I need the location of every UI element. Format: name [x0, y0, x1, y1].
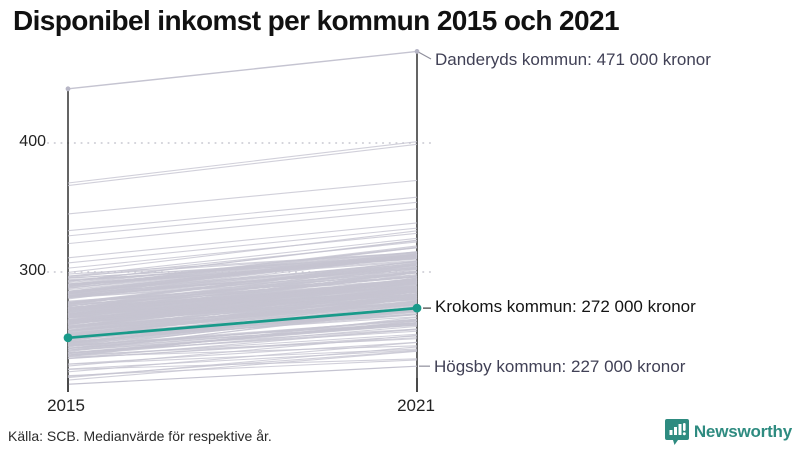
x-axis-tick-label-2021: 2021: [397, 396, 435, 415]
newsworthy-wordmark: Newsworthy: [693, 422, 792, 441]
x-axis-tick-label-2015: 2015: [47, 396, 85, 415]
newsworthy-logo: Newsworthy: [664, 418, 792, 446]
page-title: Disponibel inkomst per kommun 2015 och 2…: [13, 5, 620, 36]
annotation-hogsby: Högsby kommun: 227 000 kronor: [434, 357, 686, 376]
bar-chart-speech-bubble-icon: [664, 418, 689, 446]
y-axis-tick-label-300: 300: [19, 262, 46, 279]
y-axis-tick-label-400: 400: [19, 133, 46, 150]
source-note: Källa: SCB. Medianvärde för respektive å…: [8, 428, 272, 444]
annotation-krokom: Krokoms kommun: 272 000 kronor: [435, 297, 696, 316]
annotation-danderyd: Danderyds kommun: 471 000 kronor: [435, 50, 711, 69]
